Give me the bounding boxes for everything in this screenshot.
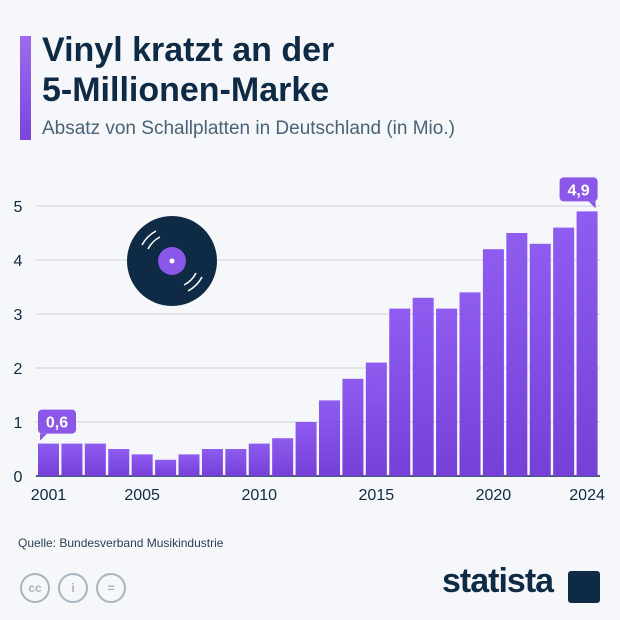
- y-tick-label: 2: [14, 361, 23, 378]
- attribution-icon[interactable]: i: [58, 573, 88, 603]
- data-label-pointer: [40, 433, 47, 441]
- statista-logo-mark: [568, 571, 600, 603]
- x-tick-label: 2020: [476, 487, 512, 504]
- bar-chart: 0 1 2 3 4 5 2001 2005 2010 2015 2020 2024 0,6 4,9: [14, 177, 605, 504]
- x-tick-label: 2015: [359, 487, 395, 504]
- source-note: Quelle: Bundesverband Musikindustrie: [18, 536, 224, 550]
- chart-subtitle: Absatz von Schallplatten in Deutschland …: [42, 118, 455, 139]
- bar-2004[interactable]: [108, 449, 130, 476]
- bar-2011[interactable]: [272, 438, 294, 476]
- bar-2012[interactable]: [295, 422, 317, 476]
- bar-2002[interactable]: [61, 443, 83, 476]
- bar-2018[interactable]: [436, 308, 458, 476]
- data-label: 0,6: [46, 415, 68, 432]
- bar-2013[interactable]: [319, 400, 340, 476]
- bar-2016[interactable]: [389, 308, 411, 476]
- bar-2003[interactable]: [84, 443, 106, 476]
- bar-2008[interactable]: [201, 449, 223, 476]
- bar-2005[interactable]: [131, 454, 153, 476]
- bar-2023[interactable]: [553, 227, 575, 476]
- y-tick-label: 1: [14, 415, 23, 432]
- bar-2017[interactable]: [412, 297, 434, 476]
- bar-2024[interactable]: [576, 211, 598, 476]
- no-derivatives-icon[interactable]: =: [96, 573, 126, 603]
- data-label-box: [559, 177, 598, 202]
- x-tick-label: 2005: [124, 487, 160, 504]
- x-tick-label: 2001: [31, 487, 67, 504]
- bar-2009[interactable]: [225, 449, 247, 476]
- y-tick-label: 5: [14, 199, 23, 216]
- bar-2006[interactable]: [155, 459, 177, 476]
- bar-2022[interactable]: [529, 243, 551, 476]
- vinyl-record-icon: [127, 216, 217, 306]
- x-tick-label: 2010: [241, 487, 277, 504]
- bar-2020[interactable]: [482, 249, 504, 476]
- bar-2010[interactable]: [248, 443, 270, 476]
- bar-2001[interactable]: [38, 443, 59, 476]
- creative-commons-icon[interactable]: cc: [20, 573, 50, 603]
- y-tick-label: 0: [14, 469, 23, 486]
- data-label-box: [38, 409, 76, 434]
- y-tick-label: 3: [14, 307, 23, 324]
- bar-2007[interactable]: [178, 454, 200, 476]
- statista-logo[interactable]: statista: [442, 562, 554, 600]
- y-tick-label: 4: [14, 253, 23, 270]
- chart-title: Vinyl kratzt an der 5-Millionen-Marke: [42, 31, 335, 109]
- bar-2019[interactable]: [459, 292, 481, 476]
- bar-2014[interactable]: [342, 378, 364, 476]
- bar-2021[interactable]: [506, 233, 528, 476]
- data-label: 4,9: [567, 182, 589, 199]
- title-accent-bar: [20, 36, 31, 140]
- x-tick-label: 2024: [569, 487, 605, 504]
- data-label-pointer: [588, 201, 596, 209]
- bar-2015[interactable]: [365, 362, 387, 476]
